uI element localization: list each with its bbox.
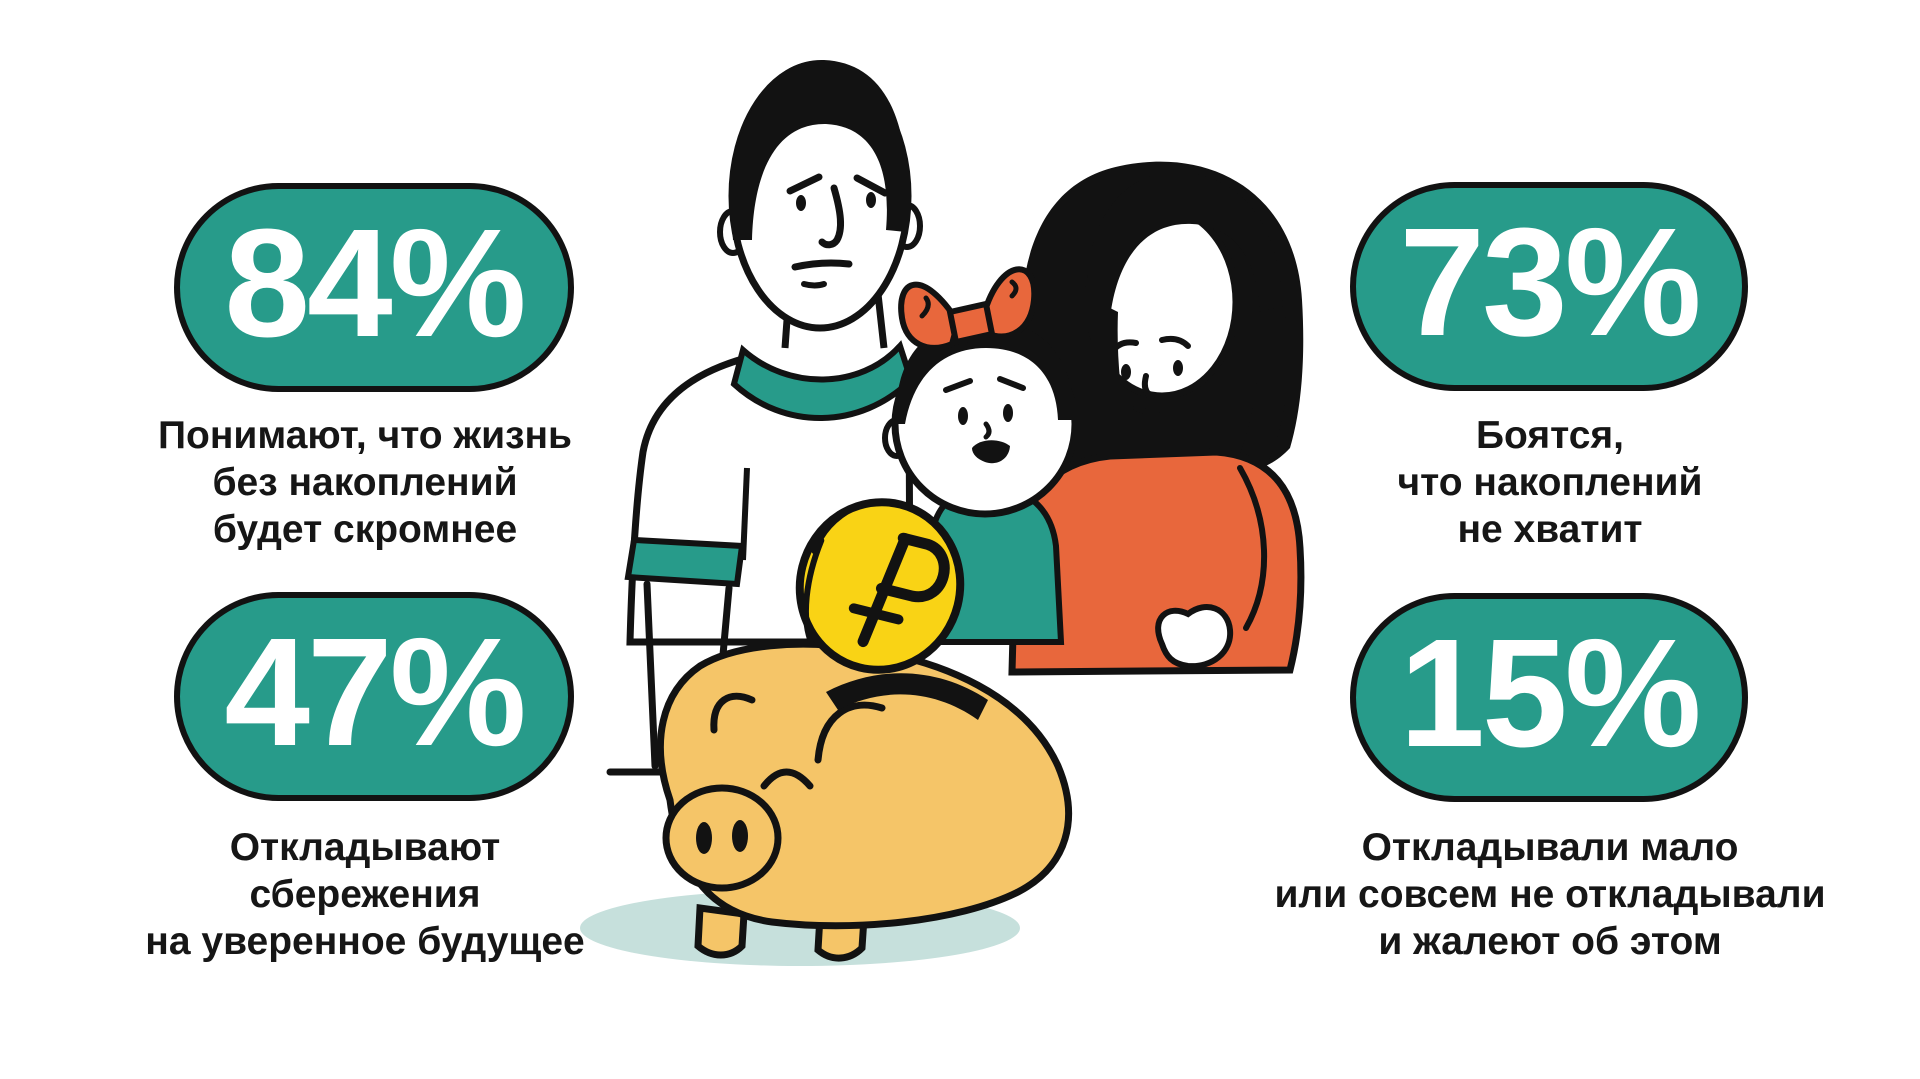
bow-icon (898, 266, 1038, 351)
caption-line: Понимают, что жизнь (157, 414, 572, 457)
caption-line: на уверенное будущее (145, 919, 585, 963)
stat-value: 73% (1399, 195, 1701, 368)
father-hair (731, 59, 908, 240)
coin-slot (826, 673, 988, 720)
sleeve-cuff (624, 536, 746, 588)
pig-snout (662, 784, 782, 892)
pig-leg (694, 904, 748, 959)
stat-caption-understand: Понимают, что жизнь без накоплений будет… (45, 413, 685, 553)
caption-line: будет скромнее (212, 507, 518, 551)
stat-pill-fear: 73% (1350, 182, 1748, 391)
stat-value: 15% (1399, 606, 1701, 779)
caption-line: сбережения (249, 872, 481, 916)
ruble-coin-icon (795, 498, 965, 674)
caption-line: без накоплений (212, 460, 518, 504)
pig-eye (760, 768, 814, 790)
caption-line: не хватит (1457, 507, 1643, 551)
caption-line: Откладывали мало (1361, 826, 1739, 869)
stat-pill-understand: 84% (174, 183, 574, 392)
caption-line: и жалеют об этом (1378, 919, 1722, 963)
caption-line: Откладывают (229, 826, 501, 869)
caption-line: Боятся, (1476, 414, 1624, 457)
stat-value: 47% (224, 605, 526, 778)
mother-hair-fringe (1086, 171, 1284, 334)
stat-pill-regret: 15% (1350, 593, 1748, 802)
stat-caption-fear: Боятся, что накоплений не хватит (1230, 413, 1870, 553)
mother-hand (1155, 604, 1234, 670)
stat-pill-save: 47% (174, 592, 574, 801)
stat-value: 84% (224, 196, 526, 369)
stat-caption-regret: Откладывали мало или совсем не откладыва… (1230, 825, 1870, 965)
caption-line: или совсем не откладывали (1274, 872, 1826, 916)
stat-caption-save: Откладывают сбережения на уверенное буду… (45, 825, 685, 965)
piggy-bank (580, 498, 1073, 966)
caption-line: что накоплений (1397, 460, 1703, 504)
